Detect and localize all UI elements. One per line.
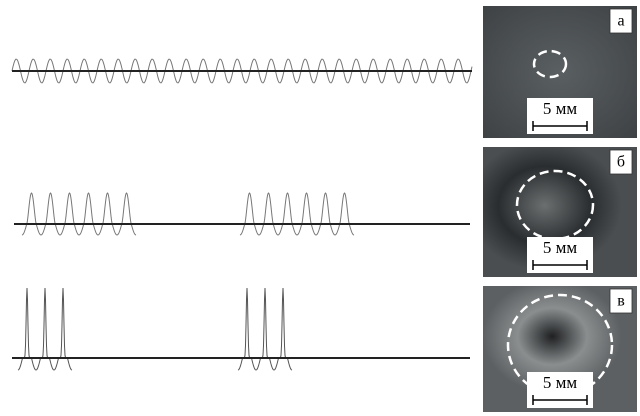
scale-label: 5 мм	[543, 373, 578, 392]
waveform	[240, 193, 354, 235]
waveforms	[12, 59, 472, 370]
waveform	[22, 193, 136, 235]
panel-label: в	[617, 293, 625, 310]
panel-label: б	[617, 154, 625, 171]
scale-label: 5 мм	[543, 238, 578, 257]
figure: а 5 мм б 5 мм в 5 мм	[0, 0, 640, 416]
panel-label: а	[617, 13, 624, 30]
photos: а 5 мм б 5 мм в 5 мм	[483, 6, 637, 412]
scale-label: 5 мм	[543, 99, 578, 118]
